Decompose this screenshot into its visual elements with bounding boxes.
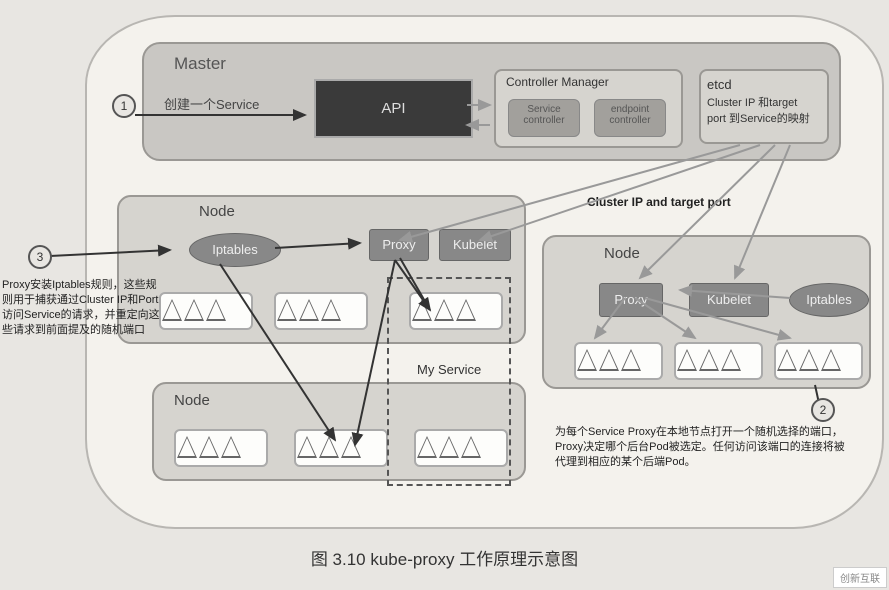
node2-label: Node bbox=[174, 392, 210, 409]
step-3-marker: 3 bbox=[28, 245, 52, 269]
master-label: Master bbox=[174, 54, 226, 74]
annotation-3: Proxy安装Iptables规则，这些规则用于捕获通过Cluster IP和P… bbox=[2, 278, 167, 337]
my-service-label: My Service bbox=[417, 362, 481, 377]
node3-iptables: Iptables bbox=[789, 283, 869, 317]
endpoint-controller-box: endpoint controller bbox=[594, 99, 666, 137]
step-1-marker: 1 bbox=[112, 94, 136, 118]
diagram-canvas: Master 创建一个Service API Controller Manage… bbox=[0, 0, 889, 590]
controller-manager-box: Controller Manager Service controller en… bbox=[494, 69, 683, 148]
node1-podrow-1 bbox=[159, 292, 253, 330]
api-box: API bbox=[314, 79, 473, 138]
node3-podrow-2 bbox=[674, 342, 763, 380]
node2-podrow-1 bbox=[174, 429, 268, 467]
node3-proxy: Proxy bbox=[599, 283, 663, 317]
cluster-port-label: Cluster IP and target port bbox=[587, 195, 731, 209]
create-service-label: 创建一个Service bbox=[164, 94, 259, 113]
etcd-line1: Cluster IP 和target bbox=[707, 94, 821, 110]
node1-proxy: Proxy bbox=[369, 229, 429, 261]
watermark: 创新互联 bbox=[833, 567, 887, 588]
etcd-line2: port 到Service的映射 bbox=[707, 110, 821, 126]
my-service-dashed bbox=[387, 277, 511, 486]
annotation-2: 为每个Service Proxy在本地节点打开一个随机选择的端口，Proxy决定… bbox=[555, 425, 845, 470]
node1-podrow-2 bbox=[274, 292, 368, 330]
node3-label: Node bbox=[604, 245, 640, 262]
service-controller-box: Service controller bbox=[508, 99, 580, 137]
figure-caption: 图 3.10 kube-proxy 工作原理示意图 bbox=[0, 545, 889, 570]
node3-kubelet: Kubelet bbox=[689, 283, 769, 317]
etcd-title: etcd bbox=[707, 77, 821, 92]
step-2-marker: 2 bbox=[811, 398, 835, 422]
controller-manager-label: Controller Manager bbox=[506, 75, 609, 89]
node1-label: Node bbox=[199, 203, 235, 220]
node3-podrow-1 bbox=[574, 342, 663, 380]
node3-box: Node Proxy Kubelet Iptables bbox=[542, 235, 871, 389]
node3-podrow-3 bbox=[774, 342, 863, 380]
master-box: Master 创建一个Service API Controller Manage… bbox=[142, 42, 841, 161]
node2-podrow-2 bbox=[294, 429, 388, 467]
node1-iptables: Iptables bbox=[189, 233, 281, 267]
etcd-box: etcd Cluster IP 和target port 到Service的映射 bbox=[699, 69, 829, 144]
node1-kubelet: Kubelet bbox=[439, 229, 511, 261]
